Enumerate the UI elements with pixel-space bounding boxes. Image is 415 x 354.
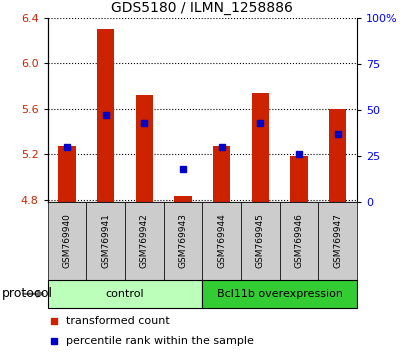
Bar [329,109,346,202]
Text: GSM769947: GSM769947 [333,213,342,268]
Text: GSM769942: GSM769942 [140,213,149,268]
Text: GSM769944: GSM769944 [217,213,226,268]
Bar [251,93,269,202]
Text: GSM769940: GSM769940 [63,213,71,268]
Bar [164,202,202,280]
Text: GSM769946: GSM769946 [294,213,303,268]
Text: Bcl11b overexpression: Bcl11b overexpression [217,289,343,299]
Bar [136,95,153,202]
Bar [48,280,202,308]
Bar [48,202,86,280]
Bar [125,202,164,280]
Bar [241,202,280,280]
Bar [202,280,357,308]
Text: GSM769943: GSM769943 [178,213,188,268]
Bar [174,196,192,202]
Bar [318,202,357,280]
Text: transformed count: transformed count [66,316,170,326]
Text: protocol: protocol [2,287,53,300]
Text: GSM769941: GSM769941 [101,213,110,268]
Bar [86,202,125,280]
Bar [213,146,230,202]
Text: GSM769945: GSM769945 [256,213,265,268]
Bar [280,202,318,280]
Text: percentile rank within the sample: percentile rank within the sample [66,336,254,346]
Bar [59,146,76,202]
Bar [97,29,115,202]
Bar [290,156,308,202]
Text: control: control [106,289,144,299]
Bar [202,202,241,280]
Title: GDS5180 / ILMN_1258886: GDS5180 / ILMN_1258886 [111,1,293,15]
